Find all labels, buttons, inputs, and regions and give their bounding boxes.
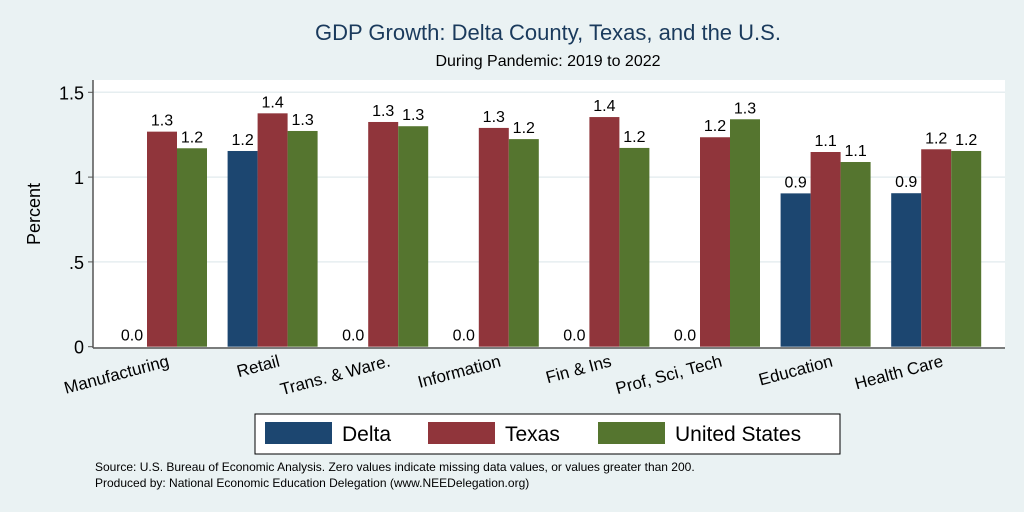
data-label: 1.3 [291, 112, 313, 129]
bar [368, 121, 399, 347]
x-tick-label: Health Care [853, 352, 946, 394]
legend-swatch [428, 422, 495, 444]
data-label: 1.3 [734, 100, 756, 117]
y-tick-label: 1.5 [59, 83, 84, 103]
legend-swatch [265, 422, 332, 444]
bar [257, 113, 288, 347]
bar [951, 150, 982, 347]
data-label: 0.0 [342, 328, 364, 345]
bar [287, 130, 318, 347]
producer-note: Produced by: National Economic Education… [95, 476, 529, 490]
data-label: 1.4 [593, 98, 615, 115]
chart-title: GDP Growth: Delta County, Texas, and the… [315, 20, 781, 45]
data-label: 1.2 [955, 132, 977, 149]
x-tick-label: Retail [235, 352, 282, 382]
x-tick-label: Fin & Ins [544, 352, 614, 388]
data-label: 1.2 [623, 129, 645, 146]
bar [147, 131, 177, 347]
data-label: 1.2 [925, 130, 947, 147]
data-label: 1.2 [513, 120, 535, 137]
data-label: 1.1 [844, 143, 866, 160]
legend-label: Delta [342, 423, 391, 446]
bar [810, 151, 841, 347]
data-label: 0.0 [121, 328, 143, 345]
data-label: 1.2 [704, 118, 726, 135]
bar [780, 193, 811, 347]
bar [177, 148, 207, 347]
chart-subtitle: During Pandemic: 2019 to 2022 [435, 53, 660, 70]
data-label: 0.0 [674, 328, 696, 345]
x-tick-label: Prof, Sci, Tech [614, 352, 724, 399]
x-tick-label: Information [416, 352, 503, 392]
bar [730, 119, 760, 347]
bar [921, 149, 952, 347]
bar [227, 150, 258, 347]
x-tick-label: Manufacturing [62, 352, 171, 398]
legend [254, 413, 841, 455]
legend-swatch [598, 422, 665, 444]
data-label: 1.2 [181, 129, 203, 146]
y-tick-label: 0 [74, 338, 84, 358]
bar [700, 137, 730, 347]
bar [589, 117, 620, 347]
data-label: 0.9 [784, 174, 806, 191]
bar [508, 139, 539, 347]
data-label: 1.3 [402, 107, 424, 124]
x-tick-label: Trans. & Ware. [278, 352, 392, 400]
data-label: 1.3 [372, 103, 394, 120]
data-label: 0.0 [453, 328, 475, 345]
data-label: 1.3 [151, 113, 173, 130]
source-note: Source: U.S. Bureau of Economic Analysis… [95, 460, 695, 474]
bar [840, 162, 871, 347]
legend-label: Texas [505, 423, 560, 446]
data-label: 1.4 [261, 94, 283, 111]
legend-label: United States [675, 423, 801, 446]
x-tick-label: Education [757, 352, 835, 390]
y-tick-label: .5 [69, 253, 84, 273]
bar [398, 126, 429, 347]
data-label: 0.0 [563, 328, 585, 345]
bar [619, 147, 650, 347]
bar [891, 193, 922, 347]
data-label: 1.1 [814, 133, 836, 150]
data-label: 1.3 [483, 109, 505, 126]
data-label: 1.2 [231, 132, 253, 149]
y-axis-label: Percent [24, 183, 44, 245]
data-label: 0.9 [895, 174, 917, 191]
y-tick-label: 1 [74, 168, 84, 188]
bar [478, 127, 509, 347]
